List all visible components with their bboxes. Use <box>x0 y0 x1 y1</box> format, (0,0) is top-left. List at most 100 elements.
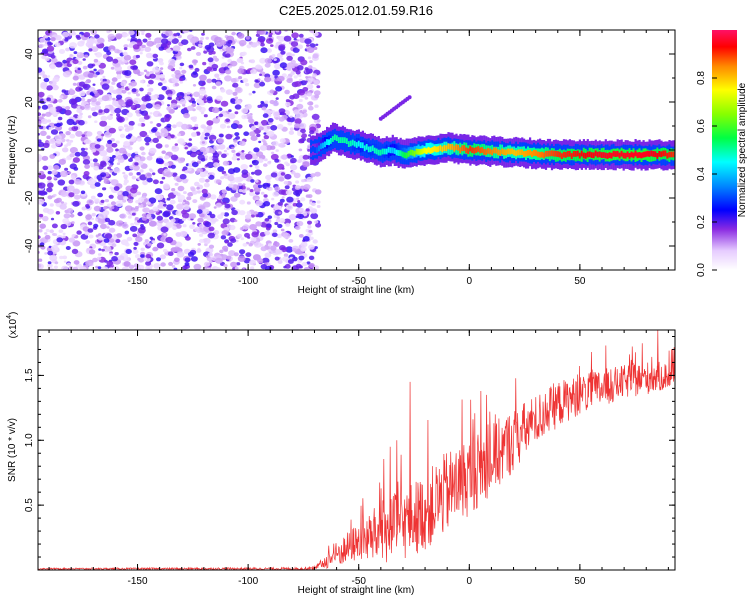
heatmap-cell <box>93 68 97 72</box>
heatmap-cell <box>373 147 376 154</box>
heatmap-cell <box>117 255 125 261</box>
heatmap-cell <box>283 35 292 42</box>
heatmap-cell <box>97 266 102 270</box>
colorbar-ticks: 0.0 0.2 0.4 0.6 0.8 <box>696 71 717 277</box>
heatmap-cell <box>181 69 187 74</box>
heatmap-cell <box>286 196 294 203</box>
heatmap-cell <box>401 151 404 158</box>
heatmap-cell <box>257 258 264 264</box>
heatmap-cell <box>276 163 285 170</box>
heatmap-cell <box>164 144 169 148</box>
heatmap-cell <box>203 100 207 103</box>
heatmap-cell <box>85 260 93 267</box>
heatmap-cell <box>173 191 179 196</box>
heatmap-cell <box>38 182 46 189</box>
heatmap-cell <box>223 149 227 153</box>
heatmap-cell <box>72 157 80 163</box>
heatmap-cell <box>73 167 79 171</box>
heatmap-cell <box>66 141 72 146</box>
heatmap-cell <box>162 203 167 207</box>
heatmap-cell <box>101 266 109 270</box>
heatmap-cell <box>199 171 207 178</box>
x-tick-label: -50 <box>351 276 366 287</box>
heatmap-cell <box>301 179 306 183</box>
heatmap-cell <box>144 136 152 143</box>
heatmap-cell <box>243 131 250 136</box>
y-tick-label: 0 <box>24 147 35 153</box>
heatmap-cell <box>341 137 345 143</box>
heatmap-cell <box>74 194 81 200</box>
heatmap-cell <box>42 215 49 222</box>
heatmap-cell <box>125 134 132 140</box>
heatmap-cell <box>125 249 132 254</box>
heatmap-cell <box>59 255 64 260</box>
heatmap-cell <box>503 149 506 156</box>
heatmap-cell <box>39 72 44 75</box>
heatmap-cell <box>255 197 259 201</box>
heatmap-cell <box>136 93 140 97</box>
heatmap-cell <box>104 199 109 203</box>
heatmap-cell <box>49 42 53 46</box>
x-tick-label: -150 <box>128 576 148 587</box>
heatmap-cell <box>206 96 213 101</box>
heatmap-cell <box>130 37 138 43</box>
heatmap-cell <box>107 139 113 145</box>
heatmap-cell <box>70 175 76 179</box>
heatmap-cell <box>128 264 135 269</box>
heatmap-cell <box>363 145 366 152</box>
heatmap-cell <box>309 236 314 240</box>
heatmap-cell <box>84 147 88 151</box>
heatmap-cell <box>254 179 259 183</box>
heatmap-cell <box>87 221 93 226</box>
heatmap-cell <box>110 49 114 52</box>
heatmap-cell <box>407 95 412 100</box>
heatmap-cell <box>562 151 566 158</box>
heatmap-cell <box>88 249 96 255</box>
heatmap-cell <box>255 41 261 46</box>
heatmap-cell <box>198 177 206 183</box>
heatmap-cell <box>79 91 86 97</box>
heatmap-cell <box>138 202 142 205</box>
heatmap-cell <box>359 142 362 148</box>
heatmap-cell <box>50 54 56 59</box>
heatmap-cell <box>161 150 166 154</box>
heatmap-cell <box>62 31 69 38</box>
heatmap-cell <box>156 215 163 221</box>
heatmap-cell <box>58 49 66 54</box>
heatmap-cell <box>114 107 122 114</box>
heatmap-cell <box>156 257 161 262</box>
heatmap-cell <box>83 139 90 145</box>
heatmap-cell <box>163 233 167 236</box>
heatmap-cell <box>259 145 268 151</box>
heatmap-cell <box>235 100 242 105</box>
heatmap-cell <box>190 187 196 192</box>
heatmap-cell <box>265 265 273 270</box>
heatmap-cell <box>152 246 159 252</box>
heatmap-cell <box>114 48 120 54</box>
heatmap-cell <box>100 199 105 203</box>
heatmap-cell <box>231 149 236 153</box>
heatmap-cell <box>89 87 95 92</box>
heatmap-cell <box>226 255 232 260</box>
heatmap-cell <box>62 218 70 224</box>
heatmap-cell <box>197 217 204 223</box>
heatmap-cell <box>213 67 217 72</box>
heatmap-cell <box>117 116 125 123</box>
heatmap-cell <box>260 47 268 54</box>
heatmap-cell <box>574 151 577 157</box>
heatmap-cell <box>145 134 149 138</box>
heatmap-cell <box>47 182 54 188</box>
heatmap-cell <box>225 89 233 95</box>
heatmap-cell <box>192 222 196 225</box>
heatmap-cell <box>196 98 204 104</box>
heatmap-cell <box>97 135 102 139</box>
heatmap-cell <box>120 61 125 65</box>
heatmap-cell <box>196 209 203 214</box>
heatmap-cell <box>102 187 107 191</box>
heatmap-cell <box>47 170 52 175</box>
heatmap-cell <box>41 118 48 125</box>
heatmap-cell <box>275 117 279 120</box>
heatmap-cell <box>294 185 301 190</box>
heatmap-cell <box>116 94 123 100</box>
heatmap-cell <box>69 30 76 36</box>
